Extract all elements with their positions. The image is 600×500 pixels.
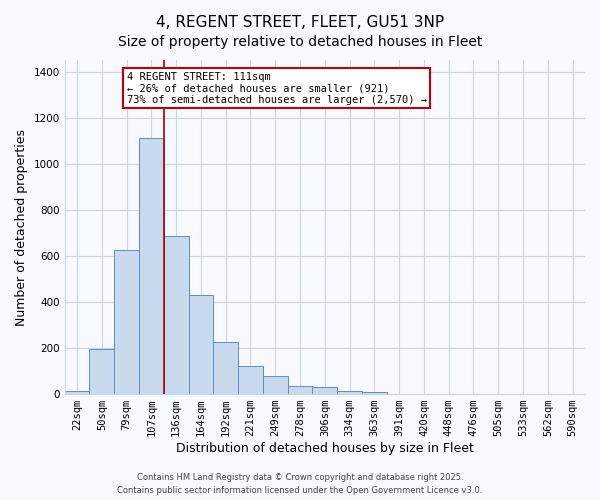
Bar: [238, 366, 263, 394]
Bar: [65, 391, 89, 394]
Bar: [214, 342, 238, 394]
Text: Size of property relative to detached houses in Fleet: Size of property relative to detached ho…: [118, 35, 482, 49]
Text: 4, REGENT STREET, FLEET, GU51 3NP: 4, REGENT STREET, FLEET, GU51 3NP: [156, 15, 444, 30]
Bar: [362, 392, 387, 394]
Text: 4 REGENT STREET: 111sqm
← 26% of detached houses are smaller (921)
73% of semi-d: 4 REGENT STREET: 111sqm ← 26% of detache…: [127, 72, 427, 104]
Bar: [287, 386, 313, 394]
Bar: [114, 250, 139, 394]
X-axis label: Distribution of detached houses by size in Fleet: Distribution of detached houses by size …: [176, 442, 474, 455]
Bar: [139, 138, 164, 394]
Text: Contains HM Land Registry data © Crown copyright and database right 2025.
Contai: Contains HM Land Registry data © Crown c…: [118, 474, 482, 495]
Bar: [188, 295, 214, 394]
Bar: [263, 376, 287, 394]
Bar: [337, 390, 362, 394]
Bar: [164, 236, 188, 394]
Bar: [89, 349, 114, 394]
Y-axis label: Number of detached properties: Number of detached properties: [15, 128, 28, 326]
Bar: [313, 387, 337, 394]
